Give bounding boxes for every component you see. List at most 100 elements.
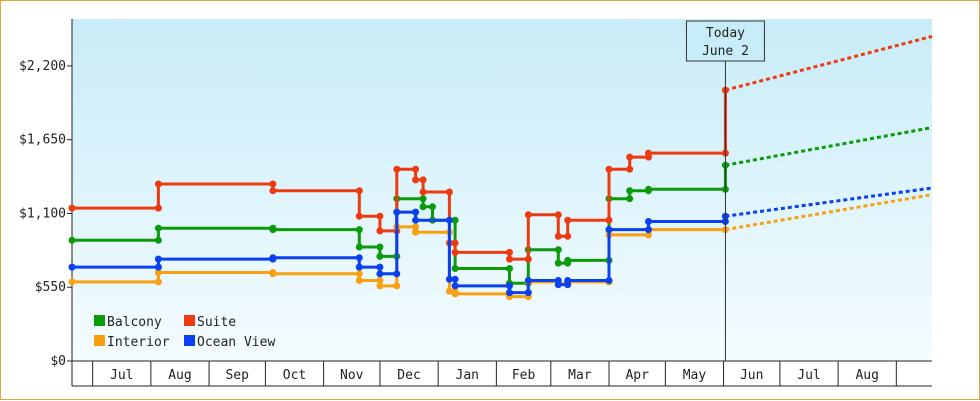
data-point-suite [451, 248, 459, 256]
data-point-suite [154, 204, 162, 212]
data-point-interior [445, 287, 453, 295]
data-point-balcony [355, 226, 363, 234]
data-point-suite [393, 165, 401, 173]
data-point-balcony [419, 203, 427, 211]
x-tick-label: Mar [568, 368, 592, 383]
legend-label: Ocean View [197, 335, 275, 350]
data-point-suite [269, 180, 277, 188]
data-point-ocean-view [445, 216, 453, 224]
legend-swatch [184, 335, 195, 346]
data-point-suite [445, 188, 453, 196]
data-point-interior [154, 278, 162, 286]
data-point-balcony [429, 203, 436, 211]
legend: Balcony Suite Interior Ocean View [94, 315, 275, 350]
plot-background [72, 19, 932, 361]
today-marker: Today June 2 [685, 20, 765, 361]
data-point-interior [412, 223, 420, 231]
data-point-balcony [554, 259, 562, 267]
x-tick-label: Oct [283, 368, 306, 383]
data-point-interior [645, 231, 652, 239]
data-point-ocean-view [605, 226, 613, 234]
x-axis: Jul Aug Sep Oct Nov Dec Jan Feb Mar Apr May Jun Jul A… [71, 361, 932, 387]
data-point-suite [412, 165, 420, 173]
data-point-balcony [626, 195, 634, 203]
data-point-interior [376, 282, 384, 290]
data-point-ocean-view [412, 208, 420, 216]
data-point-balcony [376, 243, 384, 251]
data-point-interior [355, 270, 363, 278]
y-tick-label: $2,200 [19, 59, 66, 74]
data-point-suite [419, 188, 427, 196]
data-point-ocean-view [445, 275, 453, 283]
forecast-line-suite [725, 34, 933, 92]
data-point-balcony [626, 187, 634, 195]
data-point-suite [269, 187, 277, 195]
data-point-suite [412, 176, 420, 184]
data-point-ocean-view [355, 254, 363, 262]
data-point-balcony [269, 226, 277, 234]
data-point-suite [605, 216, 613, 224]
data-point-interior [393, 282, 401, 290]
x-tick-label: Jul [110, 368, 133, 383]
data-point-ocean-view [451, 282, 459, 290]
legend-swatch [94, 315, 105, 326]
data-point-suite [554, 232, 562, 240]
x-tick-label: Jul [797, 368, 820, 383]
data-point-ocean-view [412, 216, 420, 224]
today-label: Today [706, 26, 745, 41]
data-point-suite [376, 227, 384, 235]
data-point-balcony [506, 265, 513, 272]
data-point-balcony [376, 252, 384, 260]
x-tick-label: Sep [225, 368, 249, 383]
y-tick-label: $0 [50, 354, 66, 369]
x-tick-label: Jun [740, 368, 763, 383]
data-point-suite [506, 255, 513, 263]
data-point-suite [376, 212, 384, 220]
data-point-suite [524, 255, 532, 263]
data-point-interior [154, 269, 162, 276]
data-point-interior [376, 277, 384, 284]
data-point-balcony [451, 216, 459, 224]
data-point-suite [564, 232, 572, 240]
data-point-suite [564, 216, 572, 224]
data-point-suite [626, 153, 634, 161]
series-lines [68, 34, 933, 301]
data-point-ocean-view [564, 277, 572, 284]
data-point-ocean-view [524, 277, 532, 284]
data-point-suite [419, 176, 427, 184]
data-point-suite [626, 165, 634, 173]
data-point-ocean-view [393, 270, 401, 278]
data-point-suite [506, 248, 513, 256]
data-point-ocean-view [393, 208, 401, 216]
data-point-interior [269, 270, 277, 278]
data-point-suite [645, 149, 652, 157]
data-point-balcony [564, 256, 572, 264]
data-point-ocean-view [376, 270, 384, 278]
data-point-suite [605, 165, 613, 173]
today-label-box [685, 20, 765, 62]
data-point-interior [355, 277, 363, 284]
x-tick-label: Nov [340, 368, 364, 383]
data-point-suite [355, 212, 363, 220]
data-point-ocean-view [645, 218, 652, 225]
x-tick-label: Aug [168, 368, 191, 383]
data-point-suite [524, 211, 532, 219]
data-point-ocean-view [68, 263, 76, 271]
data-point-suite [355, 187, 363, 195]
data-point-suite [451, 239, 459, 247]
y-tick-label: $1,650 [19, 133, 66, 148]
data-point-ocean-view [154, 255, 162, 263]
data-point-suite [154, 180, 162, 188]
data-point-interior [451, 290, 459, 298]
data-point-balcony [451, 265, 459, 272]
legend-label: Balcony [107, 315, 162, 330]
x-tick-label: Feb [512, 368, 536, 383]
y-tick-label: $1,100 [19, 206, 66, 221]
data-point-ocean-view [524, 289, 532, 297]
data-point-ocean-view [355, 263, 363, 271]
data-point-interior [68, 278, 76, 286]
legend-label: Suite [197, 315, 236, 330]
x-tick-label: Aug [855, 368, 878, 383]
